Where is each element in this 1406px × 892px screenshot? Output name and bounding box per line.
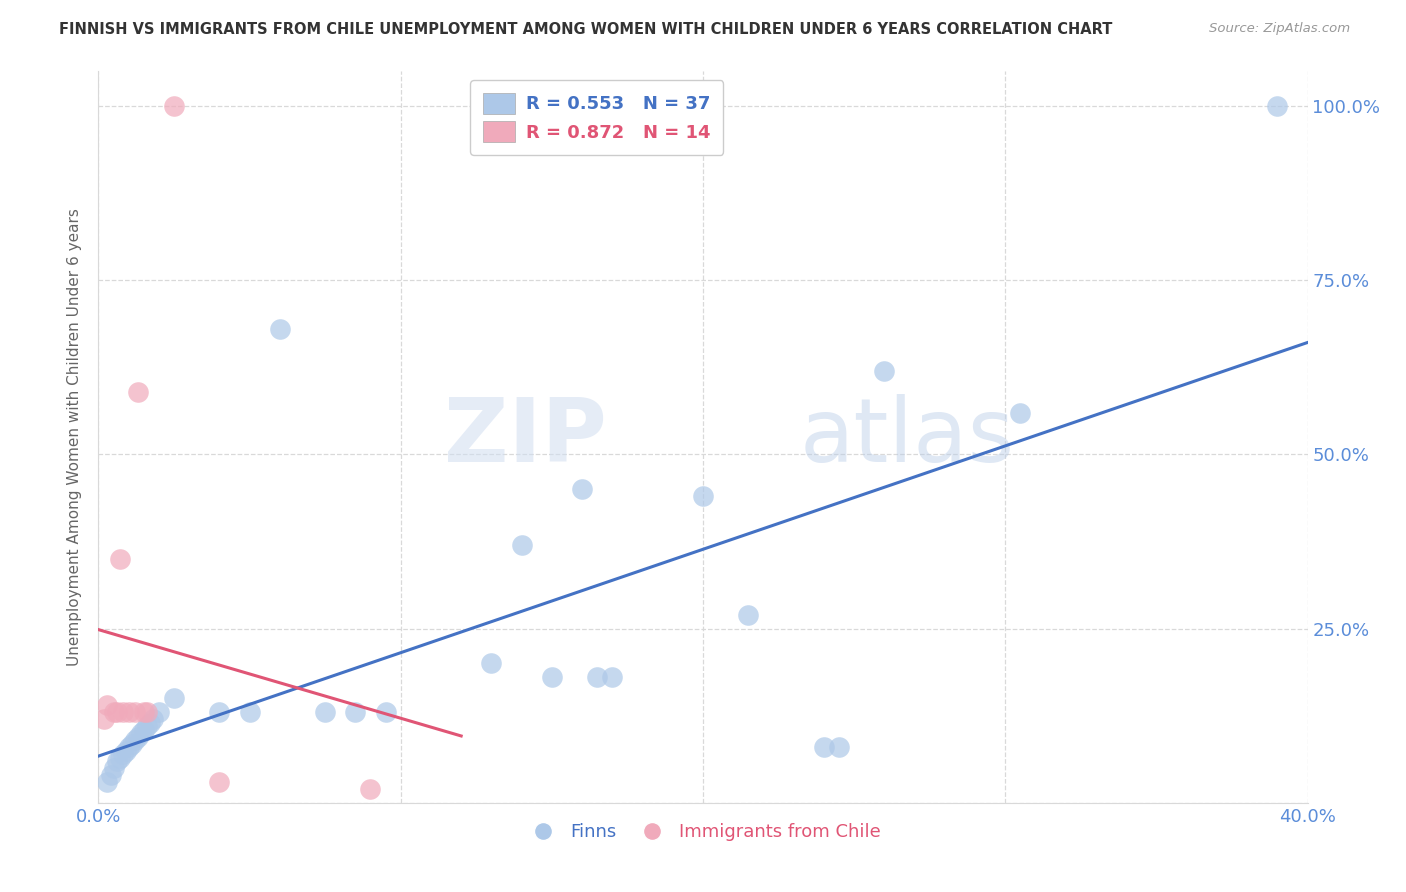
Point <box>360 781 382 796</box>
Point <box>108 552 131 566</box>
Point <box>127 384 149 399</box>
Point <box>692 489 714 503</box>
Point <box>124 705 146 719</box>
Point <box>135 705 157 719</box>
Point <box>374 705 396 719</box>
Point <box>111 747 134 761</box>
Point <box>127 730 149 744</box>
Point <box>93 712 115 726</box>
Text: FINNISH VS IMMIGRANTS FROM CHILE UNEMPLOYMENT AMONG WOMEN WITH CHILDREN UNDER 6 : FINNISH VS IMMIGRANTS FROM CHILE UNEMPLO… <box>59 22 1112 37</box>
Point <box>602 670 624 684</box>
Y-axis label: Unemployment Among Women with Children Under 6 years: Unemployment Among Women with Children U… <box>67 208 83 666</box>
Point <box>828 740 851 755</box>
Point <box>586 670 609 684</box>
Text: ZIP: ZIP <box>443 393 606 481</box>
Point <box>873 364 896 378</box>
Point <box>239 705 262 719</box>
Point <box>108 750 131 764</box>
Legend: Finns, Immigrants from Chile: Finns, Immigrants from Chile <box>517 816 889 848</box>
Point <box>208 705 231 719</box>
Text: Source: ZipAtlas.com: Source: ZipAtlas.com <box>1209 22 1350 36</box>
Point <box>118 705 141 719</box>
Point <box>114 743 136 757</box>
Point <box>103 705 125 719</box>
Point <box>208 775 231 789</box>
Point <box>103 761 125 775</box>
Point <box>481 657 503 671</box>
Point <box>105 705 128 719</box>
Point <box>121 737 143 751</box>
Point <box>163 99 186 113</box>
Point <box>111 705 134 719</box>
Point <box>118 740 141 755</box>
Text: atlas: atlas <box>800 393 1015 481</box>
Point <box>96 775 118 789</box>
Point <box>139 715 162 730</box>
Point <box>510 538 533 552</box>
Point <box>314 705 336 719</box>
Point <box>132 705 155 719</box>
Point <box>1010 406 1032 420</box>
Point <box>344 705 367 719</box>
Point <box>737 607 759 622</box>
Point <box>540 670 562 684</box>
Point <box>124 733 146 747</box>
Point <box>148 705 170 719</box>
Point <box>269 322 291 336</box>
Point <box>163 691 186 706</box>
Point <box>571 483 593 497</box>
Point <box>105 754 128 768</box>
Point <box>142 712 165 726</box>
Point <box>100 768 122 782</box>
Point <box>96 698 118 713</box>
Point <box>132 723 155 737</box>
Point <box>129 726 152 740</box>
Point <box>813 740 835 755</box>
Point <box>135 719 157 733</box>
Point <box>1267 99 1289 113</box>
